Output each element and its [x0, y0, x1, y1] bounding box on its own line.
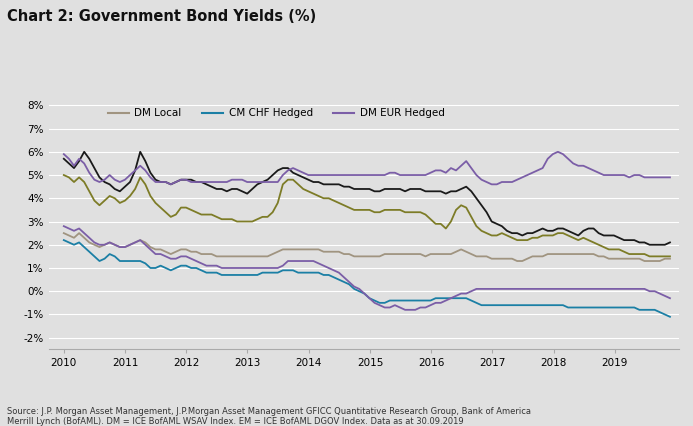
Text: Chart 2: Government Bond Yields (%): Chart 2: Government Bond Yields (%)	[7, 9, 316, 23]
Text: Source: J.P. Morgan Asset Management, J.P.Morgan Asset Management GFICC Quantita: Source: J.P. Morgan Asset Management, J.…	[7, 406, 531, 426]
Legend: DM Local, CM CHF Hedged, DM EUR Hedged: DM Local, CM CHF Hedged, DM EUR Hedged	[104, 104, 448, 122]
